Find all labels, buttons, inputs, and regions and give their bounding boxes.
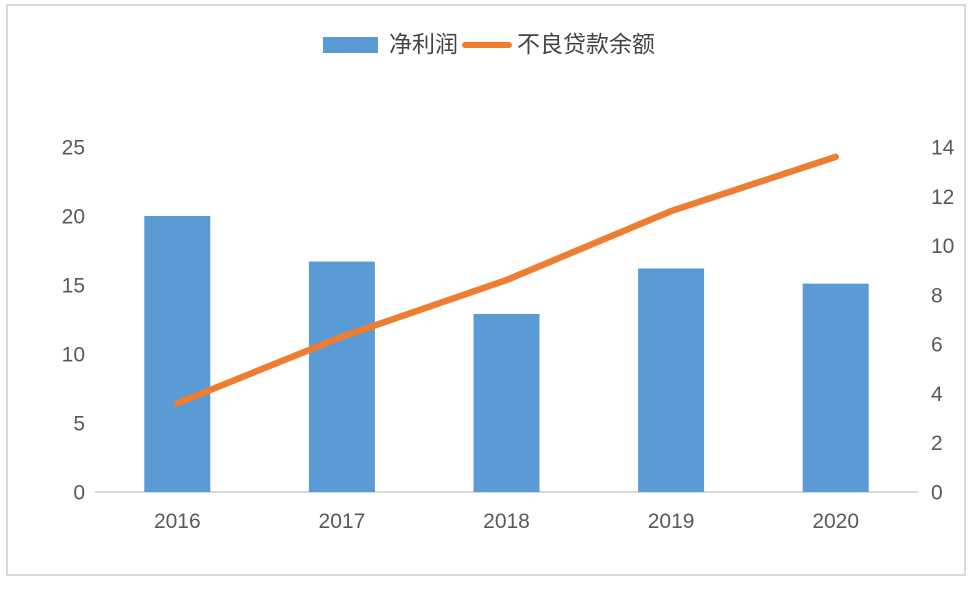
bar-2016 bbox=[144, 216, 211, 492]
right-axis-tick: 0 bbox=[931, 482, 943, 505]
x-axis-label: 2017 bbox=[319, 510, 366, 533]
bar-2019 bbox=[638, 268, 705, 492]
left-axis-tick: 5 bbox=[73, 413, 85, 436]
right-axis-tick: 12 bbox=[931, 186, 954, 209]
right-axis-tick: 14 bbox=[931, 137, 955, 160]
chart-legend: 净利润 不良贷款余额 bbox=[0, 32, 978, 58]
line-series bbox=[174, 153, 839, 407]
right-axis-tick: 6 bbox=[931, 334, 943, 357]
x-axis-label: 2018 bbox=[483, 510, 530, 533]
bar-2017 bbox=[308, 261, 375, 492]
legend-bar-swatch bbox=[323, 37, 378, 53]
legend-line-swatch bbox=[462, 42, 512, 48]
right-axis-tick: 10 bbox=[931, 235, 954, 258]
x-axis-label: 2016 bbox=[154, 510, 201, 533]
left-axis-tick: 20 bbox=[62, 206, 85, 229]
right-axis-tick: 4 bbox=[931, 383, 943, 406]
right-axis-tick: 8 bbox=[931, 284, 943, 307]
legend-line-label: 不良贷款余额 bbox=[517, 32, 655, 57]
x-axis-label: 2020 bbox=[812, 510, 859, 533]
left-axis-tick: 10 bbox=[62, 344, 85, 367]
right-axis-tick: 2 bbox=[931, 432, 943, 455]
left-axis-tick: 25 bbox=[62, 137, 85, 160]
bar-2018 bbox=[473, 313, 540, 492]
bar-2020 bbox=[802, 283, 869, 492]
left-axis-tick: 15 bbox=[62, 275, 85, 298]
left-axis-tick: 0 bbox=[73, 482, 85, 505]
legend-bar-label: 净利润 bbox=[389, 32, 458, 57]
x-axis-label: 2019 bbox=[648, 510, 695, 533]
